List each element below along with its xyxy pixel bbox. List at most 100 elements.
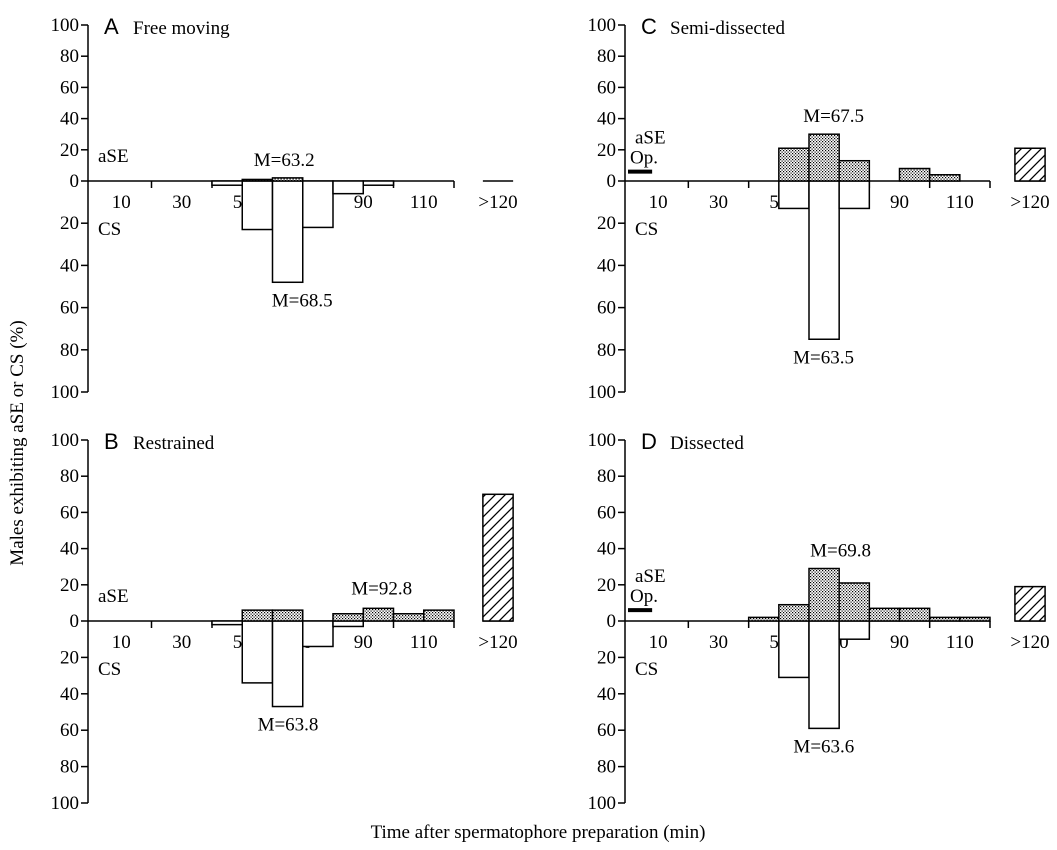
cs-bar bbox=[332, 620, 364, 628]
x-axis-title: Time after spermatophore preparation (mi… bbox=[371, 822, 706, 843]
cs-bar bbox=[778, 180, 810, 210]
x-tick-label: 30 bbox=[709, 192, 728, 213]
y-tick-label: 60 bbox=[597, 720, 616, 741]
cs-mean-label: M=63.6 bbox=[793, 736, 854, 757]
y-tick-label: 40 bbox=[60, 684, 79, 705]
cs-bar bbox=[271, 620, 304, 708]
x-tick-label: 110 bbox=[946, 632, 974, 653]
cs-mean-label: M=68.5 bbox=[272, 290, 333, 311]
op-label: Op. bbox=[630, 148, 658, 169]
ase-bar bbox=[392, 613, 425, 622]
x-tick-label: 10 bbox=[649, 632, 668, 653]
panel-title: Dissected bbox=[670, 433, 744, 454]
y-tick-label: 40 bbox=[597, 539, 616, 560]
cs-bar bbox=[778, 620, 810, 679]
y-tick-label: 100 bbox=[588, 382, 617, 403]
op-label: Op. bbox=[630, 586, 658, 607]
y-tick-label: 60 bbox=[60, 77, 79, 98]
ase-bar-over-120 bbox=[1014, 585, 1046, 622]
ase-bar bbox=[778, 603, 810, 622]
y-tick-label: 60 bbox=[60, 298, 79, 319]
y-tick-label: 80 bbox=[597, 340, 616, 361]
ase-mean-label: M=69.8 bbox=[810, 541, 871, 562]
y-tick-label: 40 bbox=[60, 539, 79, 560]
cs-label: CS bbox=[98, 659, 121, 680]
cs-bar bbox=[808, 180, 840, 340]
x-tick-label: 10 bbox=[112, 192, 131, 213]
ase-bar bbox=[898, 607, 931, 622]
cs-bar bbox=[362, 180, 395, 186]
y-tick-label: 100 bbox=[51, 382, 80, 403]
y-tick-label: 100 bbox=[51, 793, 80, 814]
y-tick-label: 20 bbox=[60, 140, 79, 161]
ase-label: aSE bbox=[635, 128, 666, 149]
panel-a: 100806040200204060801001030507090110>120… bbox=[51, 14, 518, 403]
ase-bar-over-120 bbox=[1014, 147, 1046, 182]
y-tick-label: 60 bbox=[597, 298, 616, 319]
ase-bar bbox=[332, 613, 364, 622]
ase-bar bbox=[898, 167, 931, 182]
y-tick-label: 0 bbox=[607, 171, 617, 192]
panel-title: Semi-dissected bbox=[670, 18, 786, 39]
x-tick-label: 90 bbox=[890, 632, 909, 653]
panel-letter: A bbox=[104, 14, 119, 39]
panel-letter: B bbox=[104, 429, 119, 454]
ase-bar bbox=[362, 607, 395, 622]
panel-letter: D bbox=[641, 429, 657, 454]
y-tick-label: 100 bbox=[588, 430, 617, 451]
y-tick-label: 20 bbox=[597, 647, 616, 668]
cs-label: CS bbox=[98, 219, 121, 240]
y-tick-label: 40 bbox=[597, 109, 616, 130]
y-tick-label: 20 bbox=[597, 213, 616, 234]
cs-mean-label: M=63.8 bbox=[258, 715, 319, 736]
ase-bar bbox=[838, 159, 871, 182]
panel-c: 100806040200204060801001030507090110>120… bbox=[588, 14, 1050, 403]
cs-bar bbox=[241, 620, 274, 684]
panel-letter: C bbox=[641, 14, 657, 39]
cs-label: CS bbox=[635, 659, 658, 680]
y-tick-label: 100 bbox=[51, 15, 80, 36]
y-tick-label: 0 bbox=[70, 611, 80, 632]
x-tick-label-over-120: >120 bbox=[1010, 192, 1049, 213]
y-tick-label: 100 bbox=[588, 793, 617, 814]
ase-bar bbox=[271, 177, 304, 182]
cs-bar bbox=[332, 180, 364, 195]
cs-mean-label: M=63.5 bbox=[793, 347, 854, 368]
panel-title: Free moving bbox=[133, 18, 230, 39]
y-tick-label: 0 bbox=[70, 171, 80, 192]
ase-bar bbox=[241, 609, 274, 622]
x-tick-label-over-120: >120 bbox=[478, 192, 517, 213]
cs-bar bbox=[211, 620, 243, 626]
ase-bar bbox=[778, 147, 810, 182]
cs-bar bbox=[271, 180, 304, 284]
x-tick-label: 110 bbox=[946, 192, 974, 213]
ase-bar bbox=[808, 567, 840, 622]
y-tick-label: 80 bbox=[597, 46, 616, 67]
y-tick-label: 60 bbox=[60, 502, 79, 523]
x-tick-label-over-120: >120 bbox=[478, 632, 517, 653]
cs-bar bbox=[302, 620, 334, 648]
ase-bar bbox=[423, 609, 455, 622]
y-tick-label: 80 bbox=[60, 340, 79, 361]
ase-bar bbox=[241, 178, 274, 182]
y-axis-title: Males exhibiting aSE or CS (%) bbox=[7, 320, 28, 565]
y-tick-label: 60 bbox=[60, 720, 79, 741]
ase-label: aSE bbox=[98, 146, 129, 167]
ase-label: aSE bbox=[635, 566, 666, 587]
panel-d: 100806040200204060801001030507090110>120… bbox=[588, 429, 1050, 814]
ase-bar bbox=[928, 174, 961, 182]
x-tick-label: 90 bbox=[890, 192, 909, 213]
y-tick-label: 40 bbox=[60, 255, 79, 276]
cs-bar bbox=[808, 620, 840, 730]
y-tick-label: 80 bbox=[597, 466, 616, 487]
ase-bar bbox=[838, 582, 871, 622]
y-tick-label: 20 bbox=[597, 575, 616, 596]
y-tick-label: 20 bbox=[60, 647, 79, 668]
panel-title: Restrained bbox=[133, 433, 215, 454]
x-tick-label: 30 bbox=[172, 632, 191, 653]
ase-bar bbox=[747, 616, 780, 622]
y-tick-label: 40 bbox=[597, 684, 616, 705]
y-tick-label: 80 bbox=[60, 757, 79, 778]
ase-bar bbox=[959, 616, 991, 622]
x-tick-label-over-120: >120 bbox=[1010, 632, 1049, 653]
